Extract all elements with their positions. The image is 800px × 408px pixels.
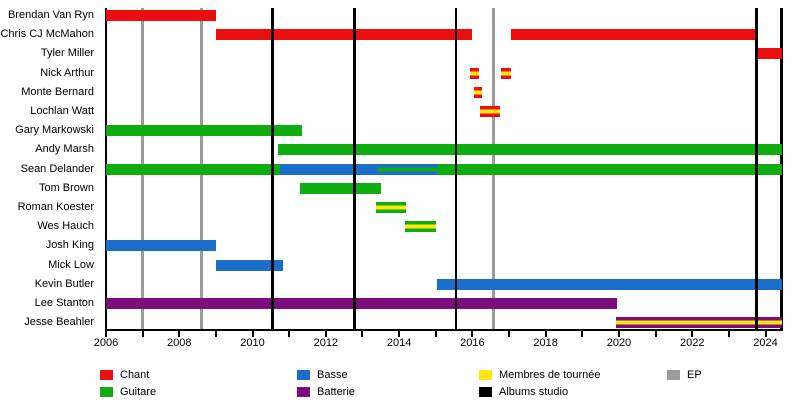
member-label: Monte Bernard <box>21 85 94 98</box>
member-label: Josh King <box>45 239 94 252</box>
timeline-bar <box>375 202 407 213</box>
x-axis-line <box>105 329 783 331</box>
member-label: Roman Koester <box>17 201 94 213</box>
timeline-bar <box>616 317 782 329</box>
x-axis-tick <box>691 331 694 337</box>
legend-swatch-ep <box>667 370 680 380</box>
timeline-bar <box>278 144 782 156</box>
x-axis-tick <box>361 331 364 337</box>
member-label: Jesse Beahler <box>24 316 94 329</box>
member-label: Lee Stanton <box>34 297 94 309</box>
timeline-bar <box>215 259 283 271</box>
legend-label: Basse <box>317 369 348 381</box>
legend-label: Guitare <box>120 386 157 398</box>
legend-swatch-tournee <box>479 370 492 380</box>
x-axis-tick <box>105 331 107 337</box>
x-axis-tick <box>214 331 217 337</box>
x-axis-year-label: 2006 <box>93 337 119 349</box>
x-axis-year-label: 2012 <box>313 337 339 349</box>
legend-label: EP <box>687 369 702 381</box>
album-line <box>271 8 274 330</box>
album-line <box>454 8 458 330</box>
x-axis-tick <box>178 331 181 337</box>
timeline-bar <box>757 48 782 60</box>
x-axis-year-label: 2024 <box>753 337 778 349</box>
x-axis-tick <box>544 331 547 337</box>
x-axis-tick <box>141 331 144 337</box>
album-line <box>755 8 758 330</box>
timeline-bar <box>474 86 482 98</box>
timeline-bar <box>377 163 439 175</box>
x-axis-tick <box>288 331 291 337</box>
timeline-bar <box>106 298 618 309</box>
member-label: Brendan Van Ryn <box>7 9 94 21</box>
timeline-bar <box>106 163 281 175</box>
x-axis-year-label: 2018 <box>533 337 558 349</box>
timeline-bar <box>469 67 479 79</box>
timeline-bar <box>479 106 500 117</box>
member-label: Mick Low <box>48 258 94 271</box>
x-axis-year-label: 2022 <box>679 337 705 349</box>
legend-label: Albums studio <box>499 386 569 398</box>
x-axis-year-label: 2008 <box>167 337 192 349</box>
legend-swatch-batterie <box>297 387 310 397</box>
x-axis-year-label: 2016 <box>460 337 485 349</box>
timeline-bar <box>510 29 757 41</box>
timeline-bar <box>404 221 436 233</box>
timeline-bar <box>436 278 782 290</box>
legend-swatch-basse <box>297 370 310 380</box>
member-label: Nick Arthur <box>40 66 94 79</box>
timeline-bar <box>438 163 782 175</box>
timeline-bar <box>106 10 216 21</box>
legend-label: Chant <box>120 369 150 381</box>
member-label: Tyler Miller <box>40 47 94 60</box>
x-axis-tick <box>654 331 657 337</box>
member-label: Tom Brown <box>38 181 94 194</box>
member-label: Chris CJ McMahon <box>0 28 94 41</box>
x-axis-tick <box>434 331 437 337</box>
legend-swatch-chant <box>100 370 113 380</box>
timeline-bar <box>500 67 511 79</box>
member-label: Kevin Butler <box>34 277 94 290</box>
x-axis-tick <box>617 331 620 337</box>
x-axis-tick <box>251 331 254 337</box>
x-axis-tick <box>727 331 730 337</box>
x-axis-tick <box>581 331 584 337</box>
legend-label: Batterie <box>317 386 355 398</box>
x-axis-year-label: 2014 <box>386 337 412 349</box>
x-axis-tick <box>398 331 401 337</box>
member-label: Gary Markowski <box>15 124 94 137</box>
member-label: Sean Delander <box>20 162 94 175</box>
timeline-bar <box>280 163 378 175</box>
member-label: Wes Hauch <box>37 220 94 233</box>
legend-label: Membres de tournée <box>499 369 601 381</box>
timeline-bar <box>106 240 216 252</box>
member-label: Andy Marsh <box>35 143 94 156</box>
x-axis-tick <box>324 331 327 337</box>
x-axis-tick <box>764 331 767 337</box>
legend-swatch-guitare <box>100 387 113 397</box>
album-line <box>353 8 356 330</box>
member-label: Lochlan Watt <box>30 105 94 117</box>
timeline-bar <box>106 125 303 137</box>
x-axis-year-label: 2020 <box>606 337 632 349</box>
x-axis-year-label: 2010 <box>240 337 265 349</box>
legend-swatch-album <box>479 387 492 397</box>
timeline-bar <box>300 182 381 194</box>
x-axis-tick <box>471 331 474 337</box>
timeline-bar <box>215 29 473 41</box>
x-axis-tick <box>508 331 511 337</box>
